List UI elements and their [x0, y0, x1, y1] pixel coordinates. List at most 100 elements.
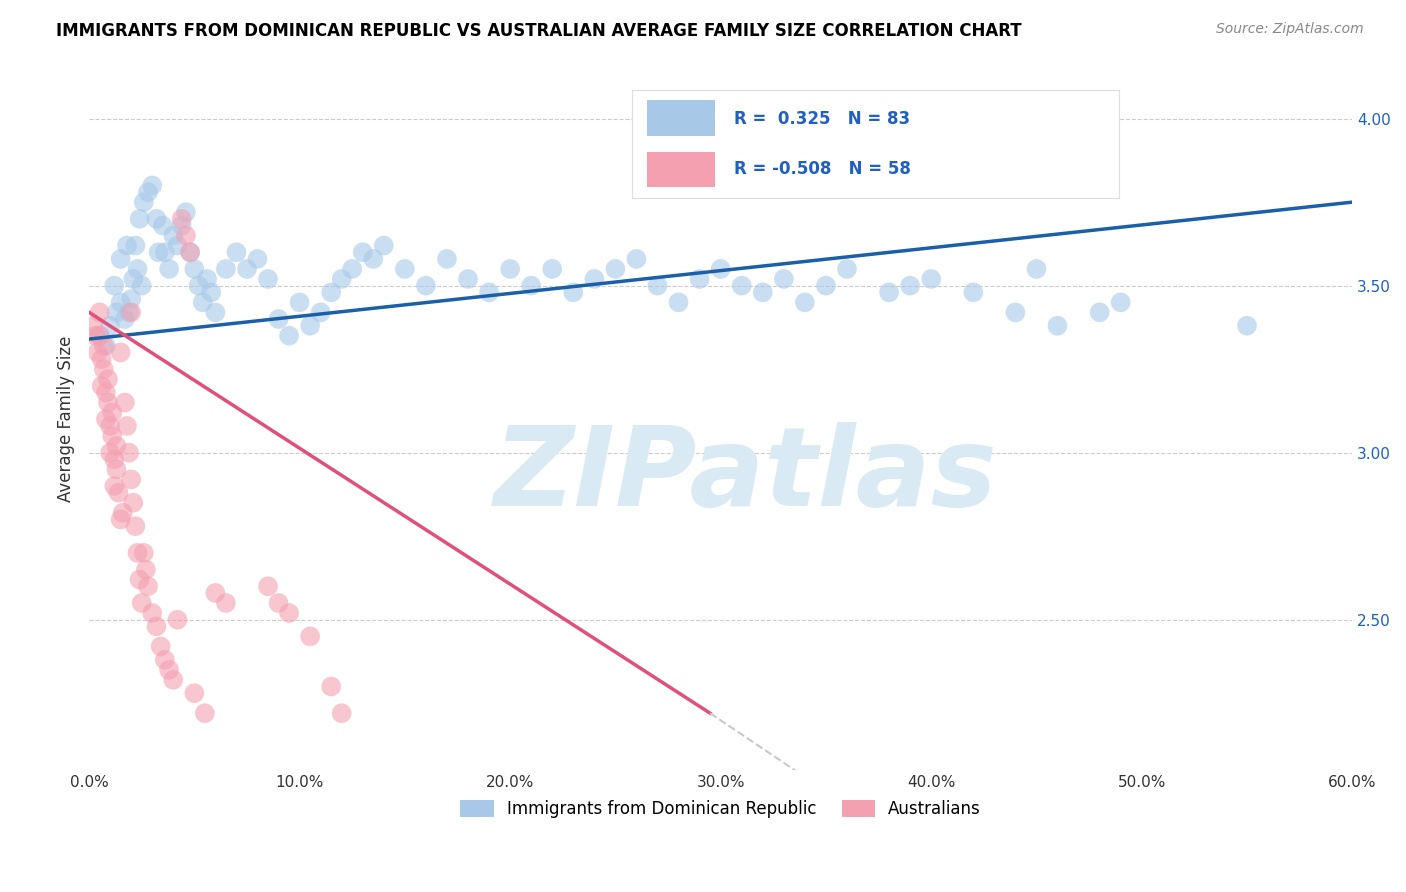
Point	[89, 328, 111, 343]
Point	[128, 211, 150, 226]
Point	[110, 252, 132, 266]
Point	[93, 339, 115, 353]
Point	[647, 278, 669, 293]
Point	[215, 262, 238, 277]
Point	[131, 596, 153, 610]
Point	[103, 452, 125, 467]
Point	[731, 278, 754, 293]
Point	[103, 479, 125, 493]
Point	[191, 295, 214, 310]
Point	[288, 295, 311, 310]
Point	[120, 305, 142, 319]
Point	[149, 640, 172, 654]
Point	[898, 278, 921, 293]
Point	[835, 262, 858, 277]
Point	[128, 573, 150, 587]
Point	[153, 653, 176, 667]
Point	[962, 285, 984, 300]
Point	[225, 245, 247, 260]
Point	[267, 312, 290, 326]
Point	[236, 262, 259, 277]
Point	[105, 462, 128, 476]
Point	[120, 292, 142, 306]
Point	[1025, 262, 1047, 277]
Legend: Immigrants from Dominican Republic, Australians: Immigrants from Dominican Republic, Aust…	[454, 793, 987, 825]
Point	[118, 305, 141, 319]
Point	[920, 272, 942, 286]
Point	[626, 252, 648, 266]
Point	[257, 579, 280, 593]
Point	[157, 663, 180, 677]
Point	[114, 395, 136, 409]
Point	[111, 506, 134, 520]
Point	[162, 673, 184, 687]
Point	[1109, 295, 1132, 310]
Point	[124, 238, 146, 252]
Text: ZIPatlas: ZIPatlas	[494, 422, 998, 529]
Point	[103, 278, 125, 293]
Point	[145, 211, 167, 226]
Point	[136, 185, 159, 199]
Point	[166, 613, 188, 627]
Point	[373, 238, 395, 252]
Point	[90, 352, 112, 367]
Point	[136, 579, 159, 593]
Point	[157, 262, 180, 277]
Point	[115, 238, 138, 252]
Point	[183, 686, 205, 700]
Point	[394, 262, 416, 277]
Point	[246, 252, 269, 266]
Point	[457, 272, 479, 286]
Point	[179, 245, 201, 260]
Point	[118, 445, 141, 459]
Point	[124, 519, 146, 533]
Point	[170, 219, 193, 233]
Text: Source: ZipAtlas.com: Source: ZipAtlas.com	[1216, 22, 1364, 37]
Point	[267, 596, 290, 610]
Point	[97, 372, 120, 386]
Point	[710, 262, 733, 277]
Point	[195, 272, 218, 286]
Point	[170, 211, 193, 226]
Point	[179, 245, 201, 260]
Point	[330, 272, 353, 286]
Point	[541, 262, 564, 277]
Point	[1088, 305, 1111, 319]
Point	[162, 228, 184, 243]
Point	[97, 395, 120, 409]
Point	[520, 278, 543, 293]
Point	[204, 305, 226, 319]
Point	[299, 318, 322, 333]
Point	[132, 546, 155, 560]
Point	[89, 328, 111, 343]
Point	[127, 262, 149, 277]
Point	[752, 285, 775, 300]
Point	[110, 512, 132, 526]
Point	[166, 238, 188, 252]
Point	[309, 305, 332, 319]
Point	[101, 406, 124, 420]
Point	[107, 485, 129, 500]
Point	[174, 228, 197, 243]
Point	[86, 345, 108, 359]
Point	[174, 205, 197, 219]
Point	[122, 496, 145, 510]
Point	[122, 272, 145, 286]
Point	[135, 563, 157, 577]
Point	[145, 619, 167, 633]
Point	[562, 285, 585, 300]
Point	[583, 272, 606, 286]
Point	[278, 328, 301, 343]
Point	[98, 445, 121, 459]
Point	[605, 262, 627, 277]
Point	[114, 312, 136, 326]
Point	[148, 245, 170, 260]
Point	[141, 178, 163, 193]
Point	[361, 252, 384, 266]
Point	[478, 285, 501, 300]
Point	[1046, 318, 1069, 333]
Point	[127, 546, 149, 560]
Point	[278, 606, 301, 620]
Point	[90, 379, 112, 393]
Point	[110, 295, 132, 310]
